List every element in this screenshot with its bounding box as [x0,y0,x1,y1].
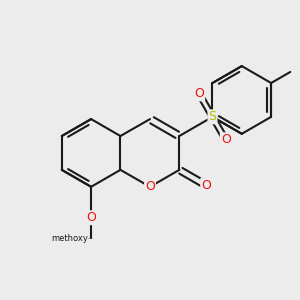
Text: O: O [221,133,231,146]
Text: S: S [208,110,217,123]
Text: O: O [201,179,211,192]
Text: O: O [194,87,204,101]
Text: methoxy: methoxy [88,238,94,239]
Text: methoxy: methoxy [51,234,88,243]
Text: O: O [145,180,155,193]
Text: O: O [86,211,96,224]
